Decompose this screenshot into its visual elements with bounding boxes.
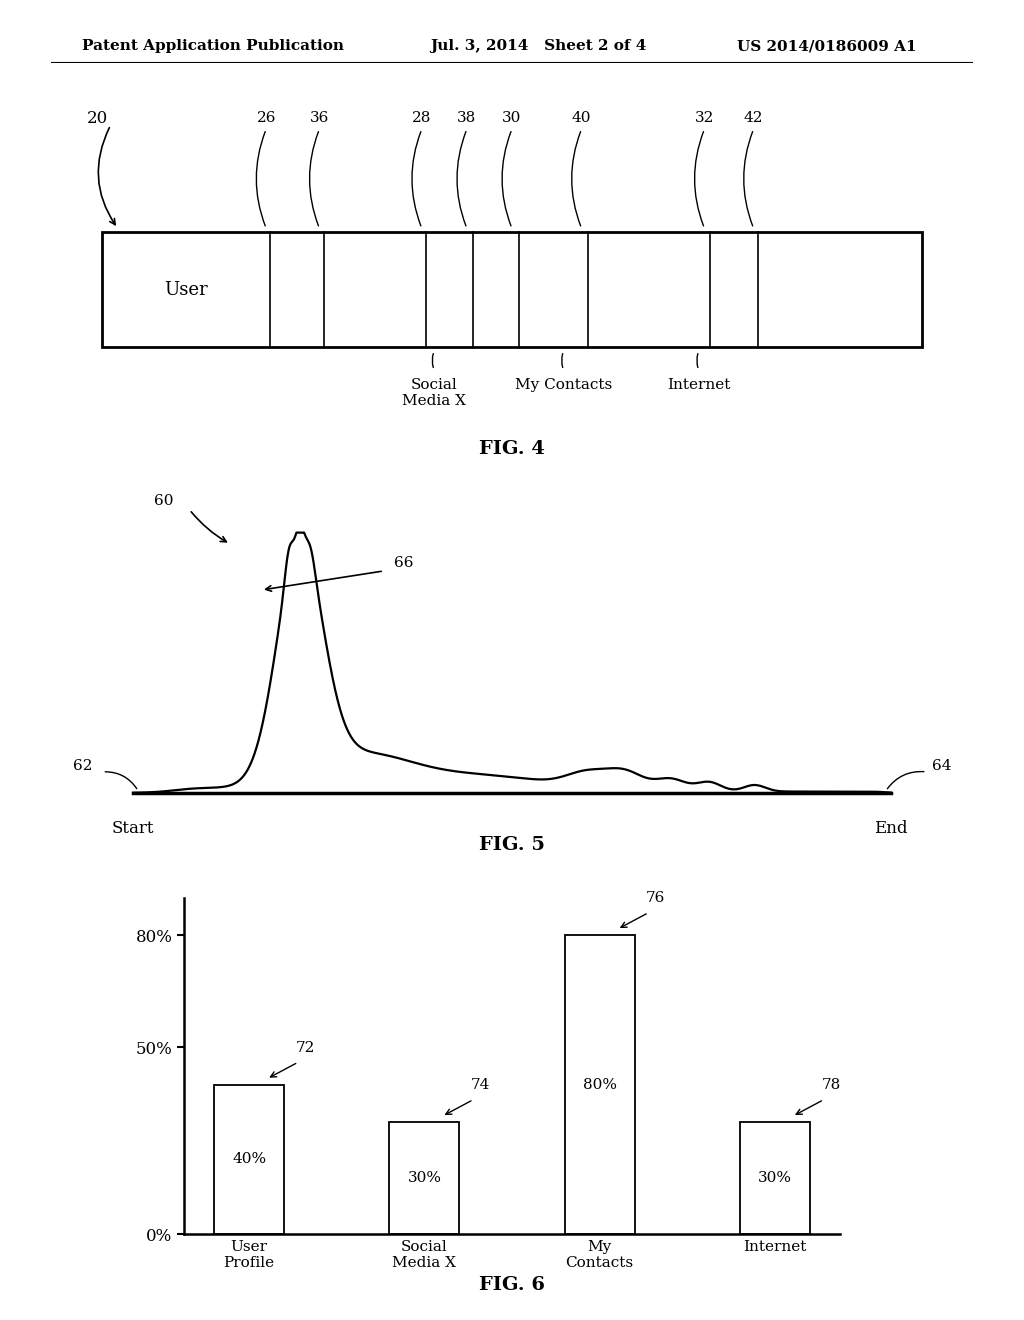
Text: 60: 60 [154,495,173,508]
Text: 20: 20 [87,110,109,127]
Text: 72: 72 [296,1040,315,1055]
Bar [214,1085,285,1234]
Text: Internet: Internet [667,378,730,392]
Text: 40%: 40% [232,1152,266,1167]
Text: 36: 36 [310,111,329,125]
Text: End: End [874,820,907,837]
Text: 62: 62 [73,759,92,774]
Text: 30%: 30% [758,1171,792,1185]
Text: 40: 40 [571,111,592,125]
Text: 66: 66 [394,556,414,570]
Text: Social
Media X: Social Media X [402,378,466,408]
Text: FIG. 4: FIG. 4 [479,440,545,458]
Text: 30%: 30% [408,1171,441,1185]
Text: 38: 38 [458,111,476,125]
Text: 42: 42 [743,111,764,125]
Text: My Contacts: My Contacts [515,378,612,392]
Text: 78: 78 [821,1078,841,1092]
Text: US 2014/0186009 A1: US 2014/0186009 A1 [737,40,916,53]
Bar [389,1122,460,1234]
Bar [739,1122,810,1234]
Text: FIG. 5: FIG. 5 [479,836,545,854]
Text: 64: 64 [932,759,951,774]
Bar [102,232,922,347]
Text: Start: Start [112,820,155,837]
Text: Jul. 3, 2014   Sheet 2 of 4: Jul. 3, 2014 Sheet 2 of 4 [430,40,646,53]
Text: 80%: 80% [583,1077,616,1092]
Text: Patent Application Publication: Patent Application Publication [82,40,344,53]
Text: 32: 32 [695,111,714,125]
Text: 76: 76 [646,891,666,906]
Text: 30: 30 [503,111,521,125]
Text: FIG. 6: FIG. 6 [479,1275,545,1294]
Text: 26: 26 [256,111,276,125]
Text: 74: 74 [471,1078,490,1092]
Text: 28: 28 [413,111,431,125]
Text: User: User [165,281,208,298]
Bar [564,935,635,1234]
